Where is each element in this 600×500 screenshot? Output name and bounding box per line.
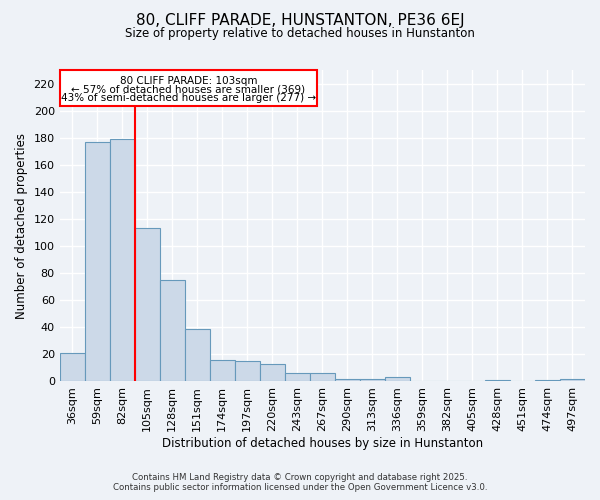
Bar xyxy=(85,142,110,382)
Bar xyxy=(160,280,185,382)
Bar xyxy=(560,379,585,382)
Bar xyxy=(385,378,410,382)
Bar xyxy=(135,228,160,382)
Bar xyxy=(535,380,560,382)
Bar xyxy=(285,374,310,382)
Bar xyxy=(310,374,335,382)
Bar xyxy=(110,139,135,382)
FancyBboxPatch shape xyxy=(59,70,317,106)
Text: 80 CLIFF PARADE: 103sqm: 80 CLIFF PARADE: 103sqm xyxy=(119,76,257,86)
Text: Size of property relative to detached houses in Hunstanton: Size of property relative to detached ho… xyxy=(125,28,475,40)
Bar xyxy=(360,379,385,382)
Text: Contains HM Land Registry data © Crown copyright and database right 2025.
Contai: Contains HM Land Registry data © Crown c… xyxy=(113,473,487,492)
Bar xyxy=(485,380,510,382)
Text: ← 57% of detached houses are smaller (369): ← 57% of detached houses are smaller (36… xyxy=(71,85,305,95)
Bar xyxy=(210,360,235,382)
Bar xyxy=(235,361,260,382)
Bar xyxy=(185,328,210,382)
Text: 80, CLIFF PARADE, HUNSTANTON, PE36 6EJ: 80, CLIFF PARADE, HUNSTANTON, PE36 6EJ xyxy=(136,12,464,28)
Y-axis label: Number of detached properties: Number of detached properties xyxy=(15,132,28,318)
Bar xyxy=(59,353,85,382)
X-axis label: Distribution of detached houses by size in Hunstanton: Distribution of detached houses by size … xyxy=(162,437,483,450)
Text: 43% of semi-detached houses are larger (277) →: 43% of semi-detached houses are larger (… xyxy=(61,94,316,104)
Bar xyxy=(335,379,360,382)
Bar xyxy=(260,364,285,382)
